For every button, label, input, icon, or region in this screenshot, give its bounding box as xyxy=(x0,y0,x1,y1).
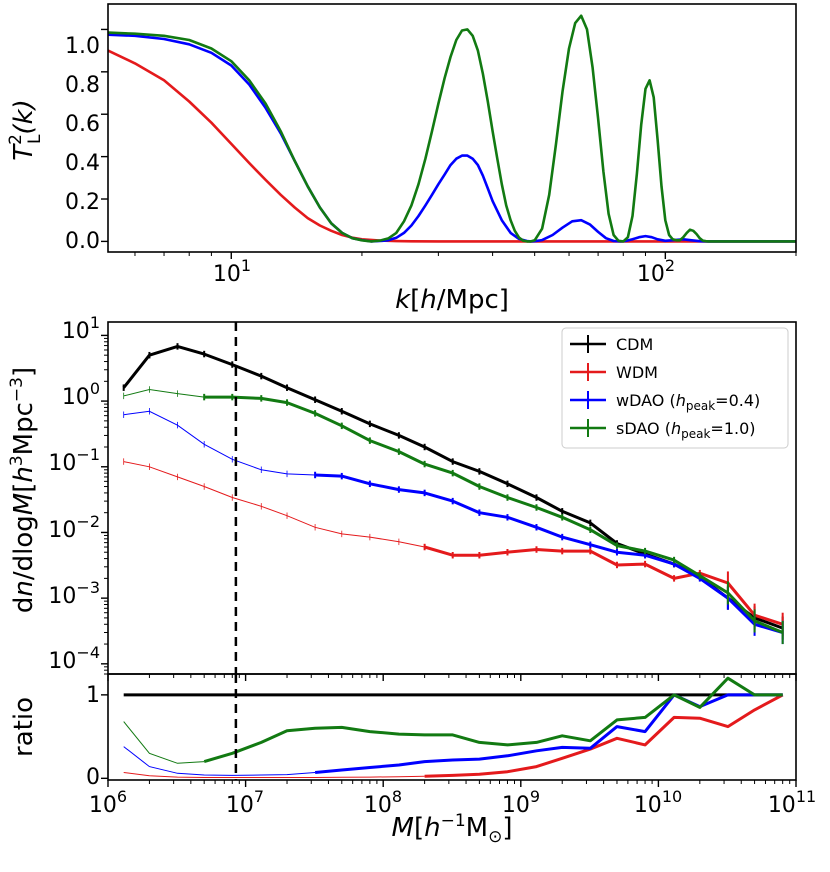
ytick-label-2: 0.4 xyxy=(65,151,100,176)
ratio-ytick-label-1: 1 xyxy=(86,683,100,708)
ytick-label-0: 0.0 xyxy=(65,229,100,254)
ratio-panel: 0 1 ratio 106 107 108 109 1010 1011 M[h−… xyxy=(9,673,816,847)
legend-entry-wdm: WDM xyxy=(570,363,658,382)
legend-label-cdm: CDM xyxy=(616,335,653,354)
ytick-label-1: 0.2 xyxy=(65,190,100,215)
xtick-label-1e6: 106 xyxy=(89,787,127,818)
series-thin-sdao xyxy=(123,388,205,398)
series-thick-wdao xyxy=(315,473,784,634)
series-thin-wdm xyxy=(123,461,425,548)
legend-label-sdao: sDAO (hpeak=1.0) xyxy=(616,419,756,441)
ratio-frame xyxy=(107,673,797,781)
transfer-line-wdm xyxy=(107,49,796,243)
legend: CDM WDM wDAO (hpeak=0.4) sDAO (hpeak=1.0… xyxy=(561,327,789,449)
ratio-ticks xyxy=(101,694,797,787)
legend-label-wdao: wDAO (hpeak=0.4) xyxy=(616,391,760,413)
mass-function-ylabel: dn/dlogM[h3Mpc−3] xyxy=(7,367,39,613)
xtick-label-100: 102 xyxy=(637,256,675,287)
ytick-label-1e-2: 10−2 xyxy=(48,512,100,543)
legend-label-wdm: WDM xyxy=(616,363,658,382)
transfer-line-sdao-h-peak-1-0 xyxy=(107,14,796,243)
transfer-function-ticks xyxy=(101,28,797,259)
ratio-ylabel: ratio xyxy=(9,697,39,757)
legend-entry-cdm: CDM xyxy=(570,335,653,354)
series-thick-sdao xyxy=(204,395,784,634)
ytick-label-1e-4: 10−4 xyxy=(48,643,100,674)
series-thin-wdao xyxy=(123,410,316,476)
ytick-label-3: 0.6 xyxy=(65,112,100,137)
mass-function-panel: 101 100 10−1 10−2 10−3 10−4 dn/dlogM[h3M… xyxy=(7,313,797,681)
ratio-series xyxy=(123,676,784,778)
series-thick-wdm xyxy=(424,693,784,778)
series-thin-wdm xyxy=(123,772,425,778)
transfer-function-ylabel: T2L(k) xyxy=(6,99,45,161)
ytick-label-1e-3: 10−3 xyxy=(48,578,100,609)
ytick-label-5: 1.0 xyxy=(65,34,100,59)
transfer-function-frame xyxy=(107,3,797,253)
ytick-label-1e1: 101 xyxy=(62,313,100,344)
transfer-line-wdao-h-peak-0-4 xyxy=(107,33,796,243)
legend-entry-wdao: wDAO (hpeak=0.4) xyxy=(570,391,760,413)
transfer-function-xlabel: k[h/Mpc] xyxy=(395,285,509,315)
xtick-label-10: 101 xyxy=(213,256,251,287)
mass-function-series xyxy=(122,343,784,645)
legend-entry-sdao: sDAO (hpeak=1.0) xyxy=(570,419,756,441)
xtick-label-1e9: 109 xyxy=(502,787,540,818)
xtick-label-1e11: 1011 xyxy=(768,787,816,818)
xtick-label-1e7: 107 xyxy=(226,787,264,818)
ytick-label-4: 0.8 xyxy=(65,73,100,98)
xtick-label-1e10: 1010 xyxy=(634,787,682,818)
ratio-ytick-label-0: 0 xyxy=(86,765,100,790)
series-thin-wdao xyxy=(123,746,316,776)
xtick-label-1e8: 108 xyxy=(364,787,402,818)
transfer-function-series xyxy=(107,14,796,243)
ytick-label-1e-1: 10−1 xyxy=(48,445,100,476)
series-thick-wdm xyxy=(424,545,784,626)
series-thick-sdao xyxy=(203,676,783,764)
legend-box xyxy=(561,327,789,449)
transfer-function-panel: 0.0 0.2 0.4 0.6 0.8 1.0 101 102 k[h/Mpc]… xyxy=(6,3,797,315)
series-thin-sdao xyxy=(123,721,205,764)
ytick-label-1e0: 100 xyxy=(62,379,100,410)
mass-xlabel: M[h−1M⊙] xyxy=(392,811,513,847)
